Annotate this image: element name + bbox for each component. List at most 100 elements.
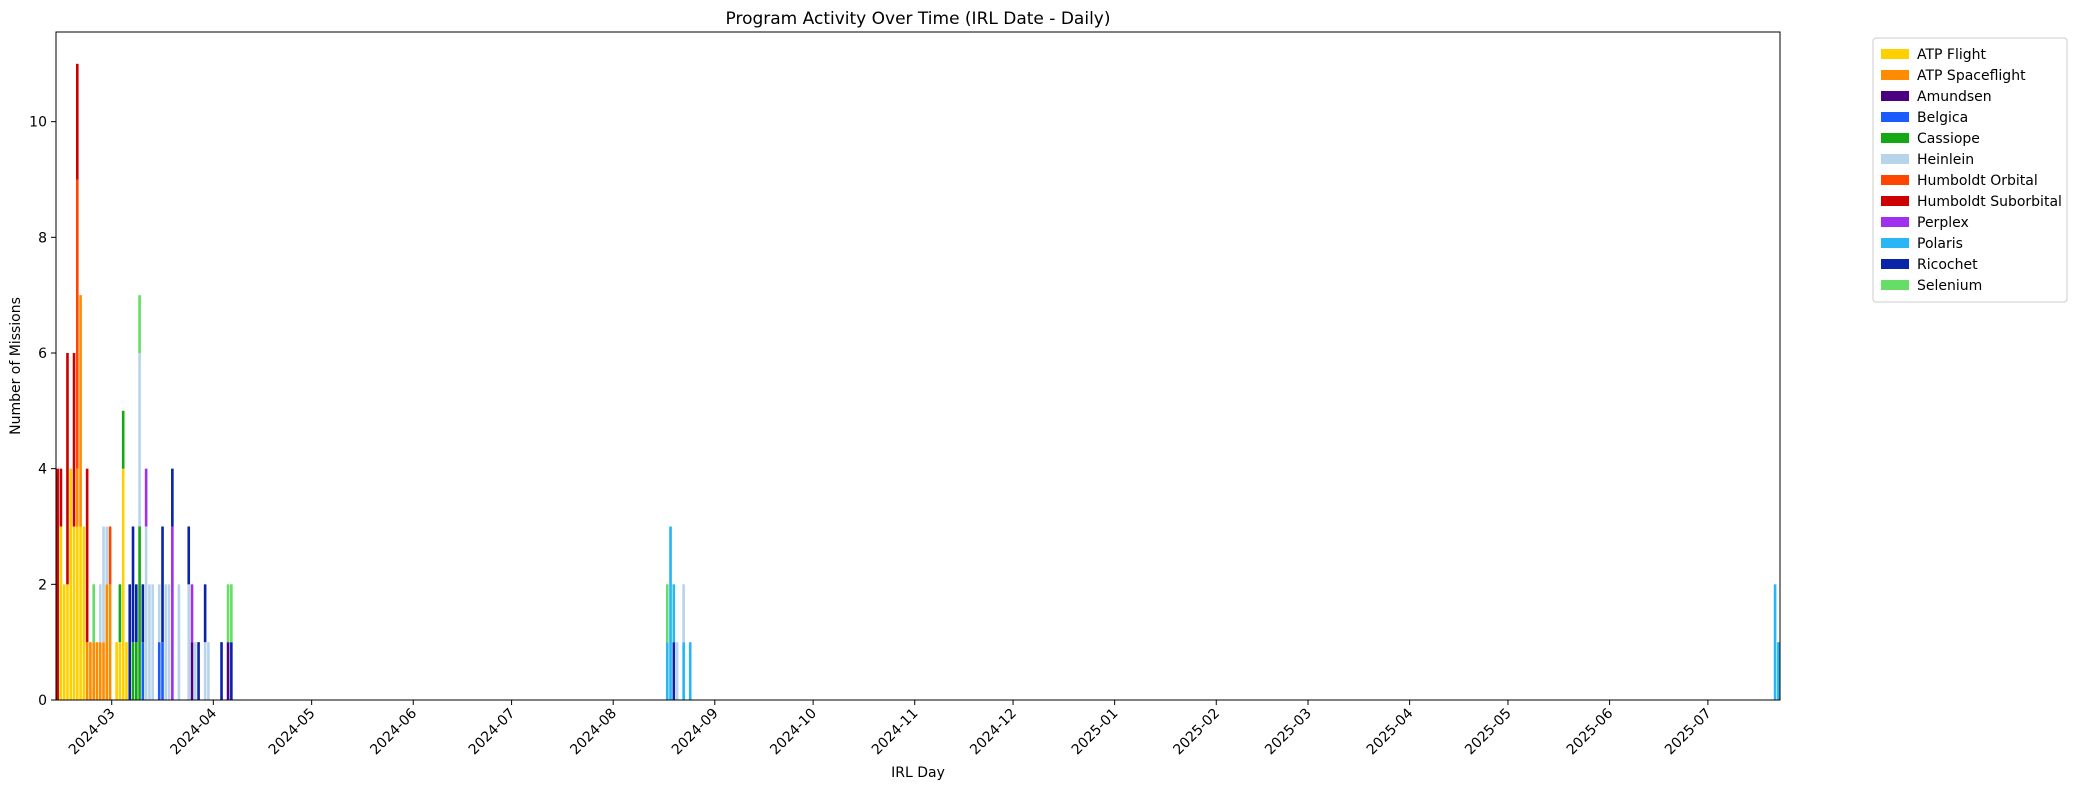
bar-segment-heinlein [105,526,109,585]
bar-segment-heinlein [187,584,191,700]
bar-segment-humboldt-suborbital [75,63,79,180]
legend-swatch-atp-flight [1881,49,1909,59]
legend-label-humboldt-suborbital: Humboldt Suborbital [1917,194,2062,210]
plot-frame [55,31,1781,701]
x-tick-label: 2024-09 [669,706,722,759]
bar-segment-ricochet [672,642,676,700]
bar-segment-atp-flight [59,526,63,700]
bar-segment-atp-flight [115,642,118,700]
bar-segment-heinlein [167,584,171,700]
bar-segment-heinlein [177,584,181,700]
bar-segment-atp-spaceflight [79,295,82,527]
x-tick-label: 2024-05 [266,706,319,759]
bar-segment-ricochet [161,526,164,643]
bar-segment-humboldt-suborbital [72,352,76,527]
bar-segment-selenium [226,584,230,643]
bar-segment-ricochet [128,584,132,700]
bar-segment-polaris [672,584,676,643]
bar-segment-cassiope [121,410,125,469]
y-axis: 0 2 4 6 8 10 [29,115,56,709]
bar-segment-heinlein [193,642,197,700]
x-tick-label: 2025-03 [1262,706,1315,759]
bar-segment-ricochet [134,584,138,643]
legend-label-polaris: Polaris [1917,236,1963,252]
bar-segment-polaris [1773,584,1777,700]
bar-segment-heinlein [98,584,102,643]
bars-layer [56,63,1780,700]
x-tick-label: 2024-04 [167,705,220,758]
bar-segment-atp-spaceflight [85,642,89,700]
y-tick-label: 2 [38,577,47,593]
legend-label-belgica: Belgica [1917,110,1968,126]
y-tick-label: 6 [38,346,47,362]
x-axis-title: IRL Day [891,765,945,781]
bar-segment-cassiope [138,526,141,700]
bar-segment-humboldt-orbital [75,179,79,469]
bar-segment-cassiope [118,584,122,643]
bar-segment-heinlein [675,642,679,700]
bar-segment-atp-spaceflight [98,642,102,700]
bar-segment-heinlein [144,526,148,700]
bar-segment-belgica [141,642,145,700]
x-tick-label: 2024-12 [967,706,1020,759]
bar-segment-ricochet [220,642,223,700]
legend-swatch-belgica [1881,112,1909,122]
bar-segment-selenium [230,584,233,643]
legend-swatch-atp-spaceflight [1881,70,1909,80]
bar-segment-perplex [190,584,194,643]
y-tick-label: 8 [38,230,47,246]
bar-segment-ricochet [230,642,233,700]
bar-segment-polaris [665,642,669,700]
bar-segment-selenium [92,584,95,643]
bar-segment-polaris [1777,642,1780,700]
legend-swatch-cassiope [1881,133,1909,143]
bar-segment-heinlein [682,584,685,643]
bar-segment-cassiope [131,642,135,700]
bar-segment-atp-spaceflight [105,584,109,700]
bar-segment-humboldt-suborbital [56,468,59,700]
bar-segment-belgica [161,642,164,700]
x-tick-label: 2024-10 [767,706,820,759]
bar-segment-atp-spaceflight [108,584,112,700]
legend: ATP Flight ATP Spaceflight Amundsen Belgica… [1872,37,2068,303]
bar-segment-ricochet [171,468,174,527]
bar-segment-cassiope [134,642,138,700]
bar-segment-perplex [171,526,174,700]
bar-segment-atp-flight [66,584,69,700]
x-tick-label: 2025-05 [1462,706,1515,759]
legend-swatch-ricochet [1881,259,1909,269]
bar-segment-amundsen [190,642,194,700]
legend-swatch-humboldt-suborbital [1881,196,1909,206]
bar-segment-atp-spaceflight [95,642,99,700]
bar-segment-selenium [138,295,141,353]
legend-swatch-humboldt-orbital [1881,175,1909,185]
bar-segment-heinlein [164,584,168,700]
bar-segment-belgica [157,642,161,700]
x-tick-label: 2025-04 [1364,705,1417,758]
bar-segment-humboldt-suborbital [66,352,69,585]
legend-swatch-perplex [1881,217,1909,227]
legend-swatch-polaris [1881,238,1909,248]
bar-segment-ricochet [197,642,200,700]
bar-segment-ricochet [131,526,135,643]
x-tick-label: 2024-08 [567,706,620,759]
bar-segment-heinlein [203,642,207,700]
x-tick-label: 2024-06 [367,705,420,758]
legend-label-heinlein: Heinlein [1917,152,1974,168]
bar-segment-perplex [144,468,148,527]
bar-segment-atp-flight [125,642,128,700]
bar-segment-atp-flight [75,526,79,700]
bar-segment-atp-flight [72,526,76,700]
bar-segment-atp-flight [69,468,73,700]
bar-segment-atp-flight [79,526,82,700]
legend-swatch-amundsen [1881,91,1909,101]
bar-segment-heinlein [157,584,161,643]
bar-segment-heinlein [138,352,141,527]
y-tick-label: 4 [38,462,47,478]
bar-segment-heinlein [148,584,151,700]
bar-segment-atp-flight [118,642,122,700]
bar-segment-humboldt-suborbital [85,468,89,643]
legend-box [1872,37,2068,303]
legend-swatch-selenium [1881,280,1909,290]
